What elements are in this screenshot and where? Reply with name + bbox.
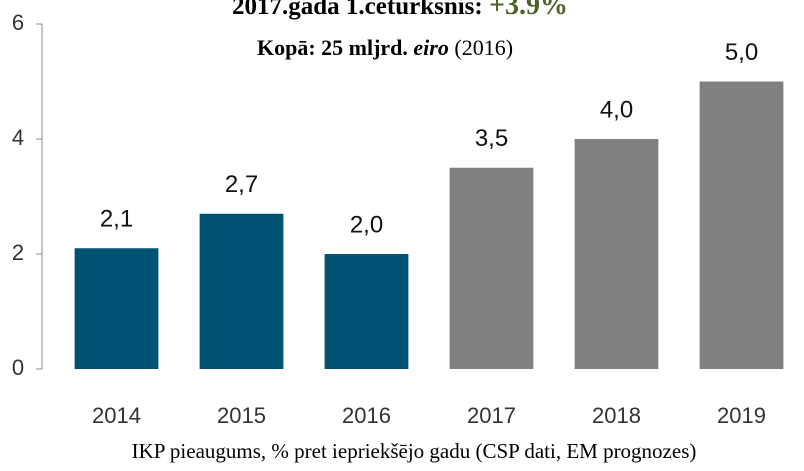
subtitle-part: eiro <box>413 35 448 60</box>
chart-subtitle: Kopā: 25 mljrd. eiro (2016) <box>257 35 513 60</box>
data-label: 2,1 <box>100 206 133 233</box>
x-tick-label: 2017 <box>467 403 516 428</box>
data-label: 2,7 <box>225 171 258 198</box>
data-label: 3,5 <box>475 125 508 152</box>
bar <box>699 81 784 369</box>
x-axis-label: IKP pieaugums, % pret iepriekšējo gadu (… <box>132 439 697 463</box>
chart-title: 2017.gada 1.ceturksnis: +3.9% <box>232 0 568 21</box>
bar <box>199 213 284 369</box>
y-tick-label: 6 <box>12 10 24 35</box>
x-tick-label: 2019 <box>717 403 766 428</box>
bar <box>324 254 409 369</box>
data-label: 5,0 <box>725 39 758 66</box>
subtitle-part: (2016) <box>449 35 513 60</box>
x-tick-label: 2018 <box>592 403 641 428</box>
data-label: 4,0 <box>600 96 633 123</box>
bar <box>74 248 159 369</box>
y-tick-label: 4 <box>12 125 24 150</box>
bar <box>574 139 659 369</box>
x-tick-label: 2014 <box>92 403 141 428</box>
bar <box>449 167 534 369</box>
y-tick-label: 2 <box>12 240 24 265</box>
x-tick-label: 2015 <box>217 403 266 428</box>
x-tick-label: 2016 <box>342 403 391 428</box>
y-tick-label: 0 <box>12 355 24 380</box>
title-highlight: +3.9% <box>489 0 568 21</box>
title-part: 2017.gada 1.ceturksnis: <box>232 0 489 20</box>
data-label: 2,0 <box>350 211 383 238</box>
subtitle-part: Kopā: 25 mljrd. <box>257 35 413 60</box>
